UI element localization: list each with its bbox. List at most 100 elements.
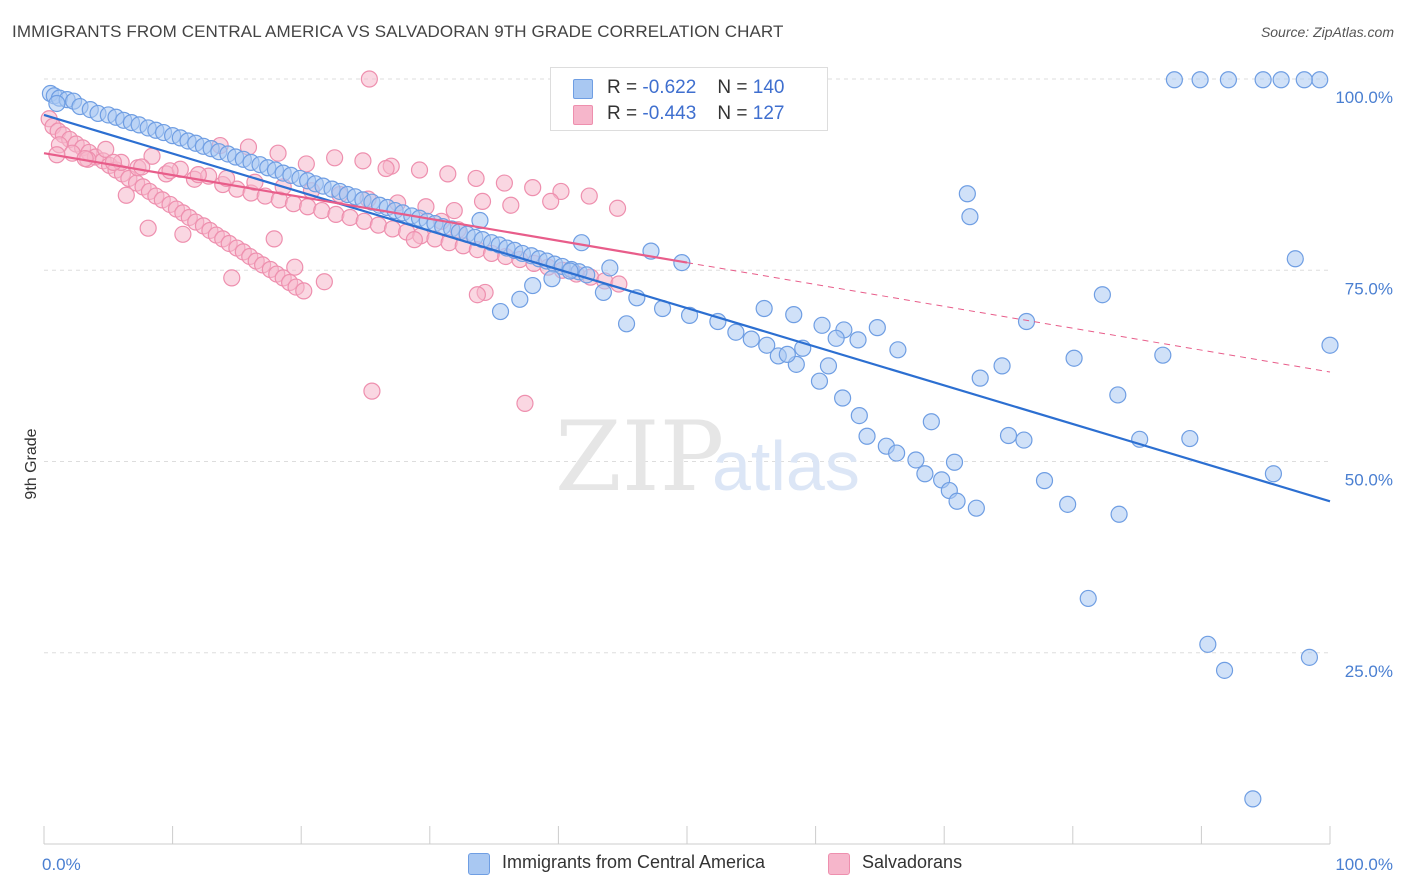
central-america-point-94 — [948, 492, 966, 510]
salvadorans-point-125 — [223, 269, 241, 287]
central-america-point-126 — [827, 329, 845, 347]
salvadorans-point-43 — [97, 140, 115, 158]
salvadorans-point-88 — [410, 161, 429, 179]
salvadorans-point-97 — [502, 196, 520, 214]
chart-title: IMMIGRANTS FROM CENTRAL AMERICA VS SALVA… — [12, 22, 784, 41]
legend-n-label: N = — [717, 103, 748, 124]
central-america-point-133 — [1110, 505, 1128, 523]
central-america-point-145 — [524, 276, 542, 295]
central-america-point-85 — [834, 389, 852, 407]
source-label: Source: ZipAtlas.com — [1260, 24, 1394, 40]
central-america-point-115 — [961, 208, 979, 226]
central-america-point-117 — [993, 357, 1011, 375]
salvadorans-point-114 — [363, 382, 381, 400]
salvadorans-point-93 — [552, 182, 570, 201]
central-america-point-113 — [1321, 336, 1339, 354]
legend-swatch-pink — [573, 105, 593, 125]
salvadorans-point-85 — [326, 149, 344, 167]
bottom-legend-label-pink: Salvadorans — [862, 852, 963, 872]
central-america-point-148 — [543, 270, 561, 288]
central-america-point-100 — [1065, 349, 1083, 367]
y-tick-label-1: 75.0% — [1345, 279, 1393, 298]
central-america-point-101 — [1093, 286, 1111, 304]
salvadorans-point-86 — [354, 152, 372, 170]
x-tick-label-1: 100.0% — [1335, 855, 1393, 874]
legend-n-value: 127 — [752, 103, 785, 124]
salvadorans-point-98 — [473, 192, 492, 210]
legend-n-value: 140 — [752, 77, 785, 98]
bottom-legend-swatch-pink — [828, 853, 850, 875]
salvadorans-point-62 — [369, 216, 387, 234]
central-america-point-78 — [727, 323, 745, 341]
salvadorans-point-111 — [104, 153, 123, 171]
central-america-point-96 — [999, 426, 1018, 445]
salvadorans-point-91 — [495, 174, 513, 192]
bottom-legend-label-blue: Immigrants from Central America — [502, 852, 766, 872]
salvadorans-point-80 — [360, 70, 378, 88]
salvadorans-point-90 — [467, 169, 485, 188]
central-america-point-139 — [1295, 71, 1313, 89]
central-america-point-116 — [1017, 312, 1036, 331]
central-america-point-127 — [849, 331, 867, 349]
salvadorans-point-99 — [445, 201, 463, 220]
central-america-point-109 — [1264, 465, 1283, 483]
x-axis — [43, 826, 1331, 845]
y-tick-label-3: 25.0% — [1345, 662, 1393, 681]
salvadorans-point-58 — [313, 201, 331, 220]
salvadorans-point-92 — [524, 179, 542, 197]
tick-labels: 100.0% 75.0% 50.0% 25.0% 0.0% 100.0% — [42, 88, 1393, 874]
central-america-point-97 — [1015, 431, 1033, 449]
central-america-point-129 — [819, 357, 838, 375]
central-america-point-79 — [742, 330, 760, 348]
watermark-atlas: atlas — [712, 427, 860, 505]
central-america-point-104 — [1154, 346, 1172, 364]
salvadorans-point-128 — [117, 186, 135, 204]
central-america-point-131 — [922, 413, 940, 431]
central-america-point-87 — [858, 427, 876, 445]
central-america-point-80 — [617, 315, 636, 333]
salvadorans-point-95 — [608, 199, 627, 217]
central-america-point-91 — [916, 465, 934, 483]
central-america-point-146 — [511, 290, 529, 308]
central-america-point-122 — [785, 306, 803, 324]
salvadorans-point-124 — [265, 230, 283, 248]
salvadorans-point-118 — [377, 159, 395, 178]
salvadorans-point-110 — [133, 158, 151, 176]
salvadorans-trend-line — [43, 152, 688, 264]
salvadorans-point-122 — [315, 273, 333, 291]
central-america-point-84 — [810, 372, 829, 390]
central-america-point-70 — [601, 259, 619, 277]
legend-swatch-blue — [573, 79, 593, 99]
bottom-legend-swatch-blue — [468, 853, 490, 875]
central-america-point-112 — [1311, 71, 1329, 89]
central-america-point-81 — [758, 336, 776, 354]
salvadorans-point-119 — [405, 231, 423, 249]
central-america-point-110 — [1286, 250, 1304, 268]
salvadorans-point-59 — [327, 205, 345, 224]
y-tick-label-2: 50.0% — [1345, 471, 1393, 490]
central-america-point-130 — [945, 453, 964, 471]
central-america-point-73 — [594, 283, 613, 302]
y-axis-title: 9th Grade — [23, 428, 40, 499]
legend-r-value: -0.622 — [642, 77, 697, 98]
central-america-point-137 — [1254, 71, 1272, 89]
salvadorans-point-57 — [299, 198, 317, 216]
central-america-point-89 — [888, 444, 906, 462]
salvadorans-point-117 — [516, 394, 534, 412]
salvadorans-point-63 — [383, 220, 402, 238]
legend-r-label: R = — [607, 103, 638, 124]
x-tick-label-0: 0.0% — [42, 855, 81, 874]
central-america-point-135 — [1191, 71, 1209, 89]
watermark: ZIP atlas — [555, 401, 860, 513]
salvadorans-point-56 — [284, 195, 303, 213]
salvadorans-point-89 — [439, 165, 457, 183]
central-america-point-118 — [971, 369, 989, 387]
legend-r-label: R = — [607, 77, 638, 98]
central-america-point-105 — [1181, 429, 1199, 448]
legend-r-value: -0.443 — [642, 103, 697, 124]
central-america-point-136 — [1219, 71, 1238, 89]
salvadorans-point-106 — [246, 173, 264, 191]
central-america-point-86 — [850, 407, 868, 425]
central-america-point-95 — [967, 499, 985, 517]
